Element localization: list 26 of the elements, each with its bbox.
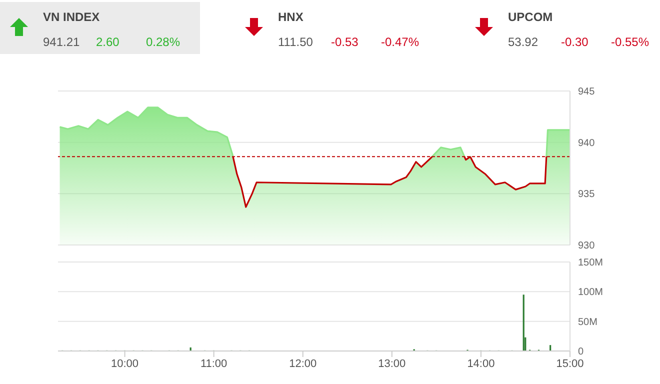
category-label: UPCOM <box>508 10 553 24</box>
data-label: -0.30 <box>561 35 588 49</box>
x-tick-label: 13:00 <box>378 358 406 370</box>
x-tick-label: 11:00 <box>200 358 228 370</box>
x-tick-label: 12:00 <box>289 358 317 370</box>
y-tick-label: 50M <box>578 316 598 328</box>
data-label: 2.60 <box>96 35 120 49</box>
y-tick-label: 0 <box>578 346 584 358</box>
data-label: 111.50 <box>278 35 313 49</box>
data-label: -0.47% <box>381 35 420 49</box>
data-label: 53.92 <box>508 35 538 49</box>
x-tick-label: 14:00 <box>467 358 495 370</box>
category-label: HNX <box>278 10 304 24</box>
data-label: 941.21 <box>43 35 80 49</box>
y-tick-label: 100M <box>578 287 604 298</box>
data-label: -0.53 <box>331 35 358 49</box>
x-tick-label: 15:00 <box>556 358 584 370</box>
data-label: 0.28% <box>146 35 180 49</box>
y-tick-label: 930 <box>578 240 596 252</box>
data-label: -0.55% <box>611 35 650 49</box>
y-tick-label: 150M <box>578 258 604 269</box>
category-label: VN INDEX <box>43 10 100 24</box>
y-tick-label: 945 <box>578 86 596 98</box>
y-tick-label: 935 <box>578 189 596 200</box>
y-tick-label: 940 <box>578 138 596 149</box>
x-tick-label: 10:00 <box>111 358 139 370</box>
